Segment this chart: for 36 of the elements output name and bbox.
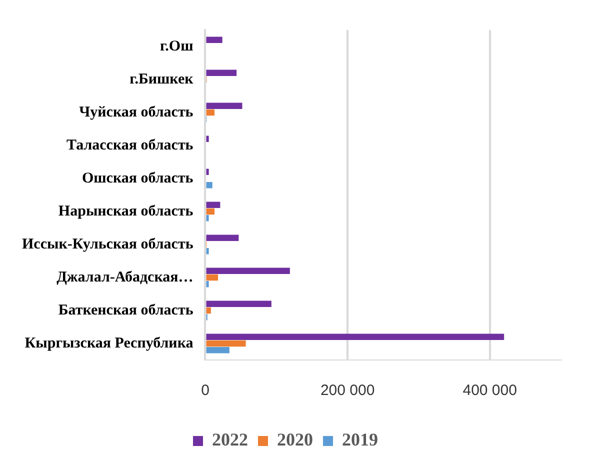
bar: [206, 268, 290, 274]
y-tick-label: Ошская область: [82, 170, 194, 186]
bar: [206, 102, 242, 110]
y-tick-label: Кыргызская Республика: [24, 335, 194, 352]
bar: [206, 182, 212, 188]
bar: [206, 248, 209, 254]
bar: [206, 300, 272, 308]
x-tick-label: 400 000: [462, 382, 517, 400]
bar: [206, 70, 237, 76]
legend-label: 2019: [342, 430, 378, 450]
bar: [206, 334, 504, 340]
bar: [206, 109, 214, 116]
bar: [206, 36, 222, 44]
bar: [206, 208, 214, 215]
bar: [206, 340, 246, 347]
y-tick-label: Чуйская область: [79, 104, 194, 120]
y-tick-label: г.Бишкек: [130, 71, 194, 88]
y-tick-label: Баткенская область: [58, 302, 194, 318]
bar: [206, 307, 211, 314]
bar: [206, 202, 220, 208]
legend-label: 2020: [277, 430, 313, 450]
bar: [206, 168, 209, 176]
bar: [206, 136, 209, 142]
y-tick-label: Нарынская область: [58, 203, 194, 220]
bar: [206, 274, 218, 281]
bar: [206, 280, 209, 288]
bar: [206, 234, 239, 242]
bar: [206, 346, 230, 354]
x-tick-label: 200 000: [320, 382, 375, 400]
x-tick-label: 0: [201, 382, 210, 400]
y-tick-label: Иссык-Кульская область: [22, 236, 194, 252]
y-tick-label: Джалал-Абадская…: [56, 269, 194, 286]
y-tick-label: Таласская область: [66, 137, 194, 154]
y-tick-label: г.Ош: [160, 38, 194, 54]
bar: [206, 214, 209, 222]
legend-label: 2022: [212, 430, 248, 450]
